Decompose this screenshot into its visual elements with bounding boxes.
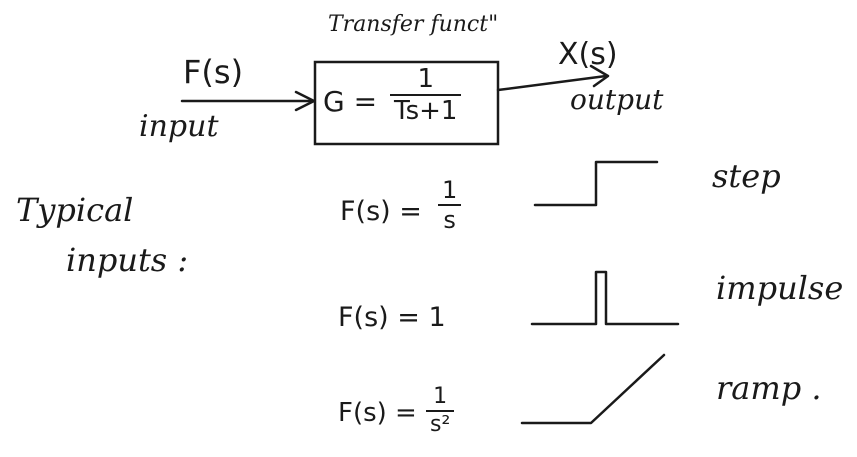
input-label: input: [139, 109, 219, 144]
ramp-label: ramp .: [716, 369, 822, 407]
input-signal-label: F(s): [183, 53, 244, 91]
step-input-lhs: F(s) =: [340, 196, 422, 227]
ramp-input-fraction: 1 s²: [426, 384, 455, 437]
ramp-input-lhs: F(s) =: [338, 398, 417, 428]
step-label: step: [712, 157, 781, 195]
transfer-function-label: Transfer funct": [328, 12, 499, 37]
ramp-input-denominator: s²: [430, 412, 451, 437]
step-input-numerator: 1: [442, 176, 458, 204]
impulse-label: impulse: [716, 269, 844, 307]
step-waveform: [533, 160, 659, 207]
impulse-waveform: [530, 270, 680, 326]
impulse-input-lhs: F(s) = 1: [338, 302, 446, 333]
output-label: output: [570, 83, 664, 116]
typical-inputs-heading-line2: inputs :: [66, 241, 189, 279]
transfer-function-denominator: Ts+1: [394, 96, 458, 126]
transfer-function-numerator: 1: [417, 64, 434, 94]
typical-inputs-heading-line1: Typical: [16, 191, 134, 229]
output-signal-label: X(s): [558, 37, 618, 72]
step-input-denominator: s: [443, 206, 456, 234]
transfer-function-fraction: 1 Ts+1: [390, 64, 462, 126]
fraction-bar: [438, 204, 462, 206]
transfer-block: [313, 60, 500, 146]
step-input-fraction: 1 s: [438, 176, 462, 234]
output-arrow-line: [496, 74, 608, 92]
fraction-bar: [426, 410, 455, 412]
fraction-bar: [390, 94, 462, 96]
ramp-input-numerator: 1: [433, 384, 448, 409]
transfer-function-lhs: G =: [323, 85, 378, 118]
ramp-waveform: [520, 353, 666, 425]
output-arrow-head: [589, 64, 610, 88]
